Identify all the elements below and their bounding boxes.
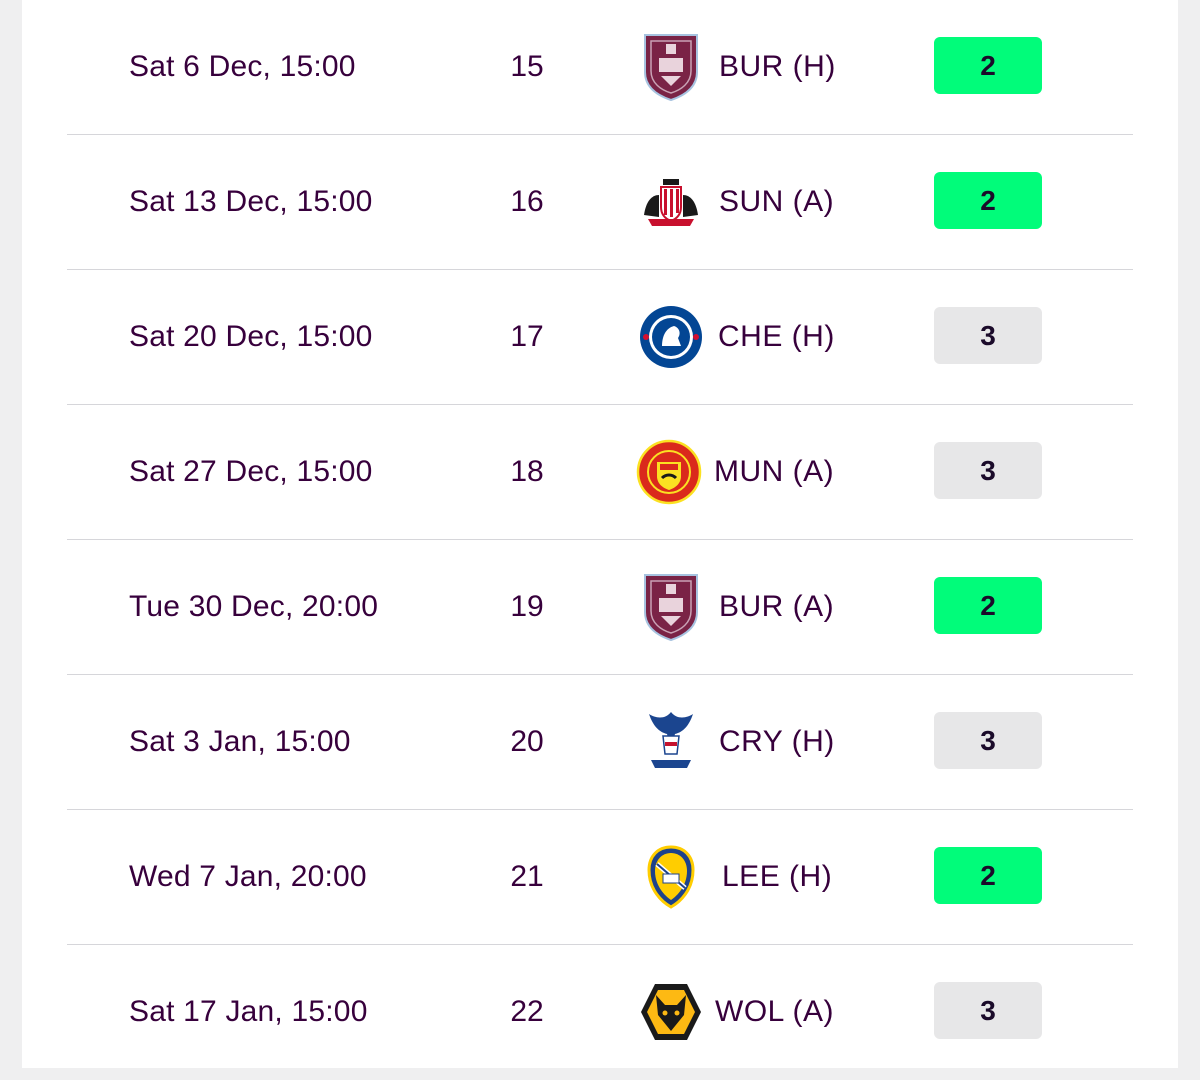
fixture-gameweek: 22 (510, 995, 544, 1028)
fixture-opponent: LEE (H) (722, 860, 833, 893)
fixture-gameweek: 20 (510, 725, 544, 758)
fixture-difficulty-badge: 3 (934, 442, 1042, 499)
fixture-row[interactable]: Tue 30 Dec, 20:00 19 BUR (A) 2 (67, 540, 1133, 675)
fixture-date: Sat 17 Jan, 15:00 (129, 995, 368, 1028)
crystal-palace-crest-icon (635, 708, 707, 776)
fixture-opponent: CRY (H) (719, 725, 835, 758)
man-utd-crest-icon (633, 438, 705, 506)
burnley-crest-icon (635, 573, 707, 642)
fixture-opponent: WOL (A) (715, 995, 835, 1028)
sunderland-crest-icon (635, 168, 707, 236)
fixture-date: Tue 30 Dec, 20:00 (129, 590, 379, 623)
fixture-difficulty-badge: 3 (934, 982, 1042, 1039)
fixture-row[interactable]: Wed 7 Jan, 20:00 21 LEE (H) 2 (67, 810, 1133, 945)
fixture-gameweek: 18 (510, 455, 544, 488)
fixture-date: Sat 13 Dec, 15:00 (129, 185, 373, 218)
wolves-crest-icon (635, 978, 707, 1046)
fixtures-panel: Sat 6 Dec, 15:00 15 BUR (H) 2 Sat 13 Dec… (22, 0, 1178, 1068)
fixture-row[interactable]: Sat 6 Dec, 15:00 15 BUR (H) 2 (67, 0, 1133, 135)
fixture-difficulty-badge: 3 (934, 712, 1042, 769)
fixture-date: Sat 27 Dec, 15:00 (129, 455, 373, 488)
fixture-gameweek: 19 (510, 590, 544, 623)
fixture-opponent: SUN (A) (719, 185, 835, 218)
burnley-crest-icon (635, 33, 707, 102)
fixture-gameweek: 21 (510, 860, 544, 893)
fixture-difficulty-badge: 3 (934, 307, 1042, 364)
fixture-row[interactable]: Sat 27 Dec, 15:00 18 MUN (A) 3 (67, 405, 1133, 540)
fixture-difficulty-badge: 2 (934, 847, 1042, 904)
fixture-gameweek: 17 (510, 320, 544, 353)
fixture-difficulty-badge: 2 (934, 37, 1042, 94)
fixture-date: Sat 6 Dec, 15:00 (129, 50, 356, 83)
fixture-difficulty-badge: 2 (934, 172, 1042, 229)
fixture-opponent: BUR (H) (719, 50, 836, 83)
fixture-date: Wed 7 Jan, 20:00 (129, 860, 367, 893)
chelsea-crest-icon (635, 303, 707, 371)
fixture-date: Sat 20 Dec, 15:00 (129, 320, 373, 353)
fixture-opponent: MUN (A) (714, 455, 835, 488)
fixture-opponent: BUR (A) (719, 590, 835, 623)
fixture-gameweek: 16 (510, 185, 544, 218)
leeds-crest-icon (635, 843, 707, 911)
fixture-row[interactable]: Sat 20 Dec, 15:00 17 CHE (H) 3 (67, 270, 1133, 405)
fixture-opponent: CHE (H) (718, 320, 835, 353)
fixture-date: Sat 3 Jan, 15:00 (129, 725, 351, 758)
fixture-row[interactable]: Sat 13 Dec, 15:00 16 SUN (A) 2 (67, 135, 1133, 270)
fixture-row[interactable]: Sat 3 Jan, 15:00 20 CRY (H) 3 (67, 675, 1133, 810)
fixture-difficulty-badge: 2 (934, 577, 1042, 634)
fixture-row[interactable]: Sat 17 Jan, 15:00 22 WOL (A) 3 (67, 945, 1133, 1080)
fixture-gameweek: 15 (510, 50, 544, 83)
